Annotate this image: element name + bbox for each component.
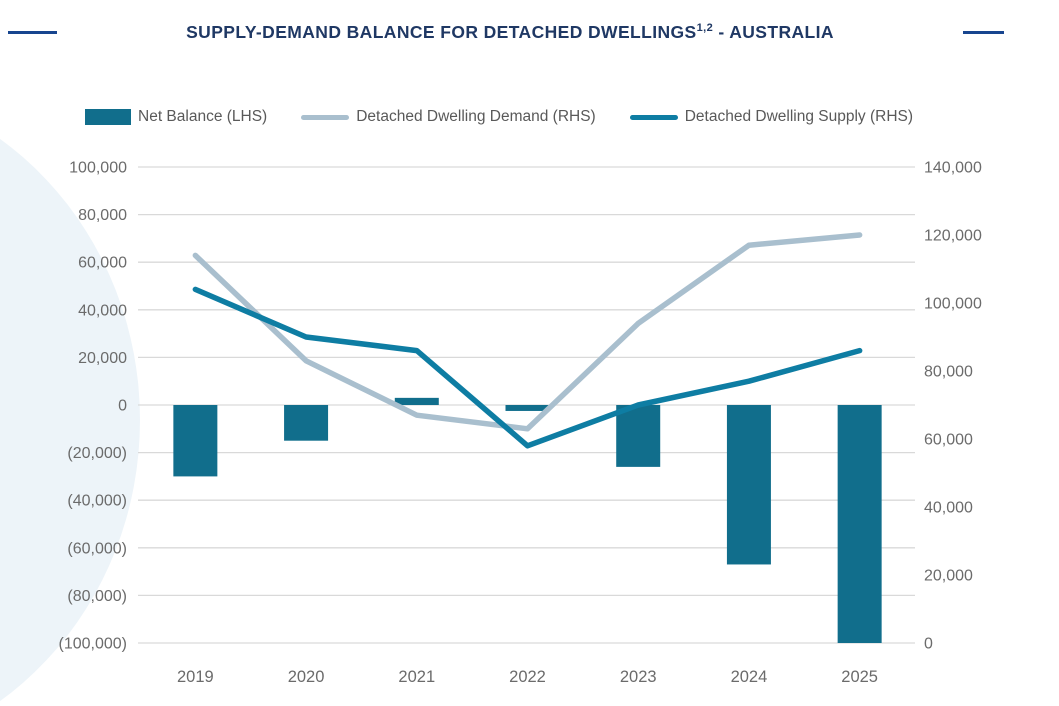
chart-header: SUPPLY-DEMAND BALANCE FOR DETACHED DWELL… (0, 18, 1059, 46)
x-axis-label-2021: 2021 (398, 668, 435, 686)
chart-title-text: SUPPLY-DEMAND BALANCE FOR DETACHED DWELL… (186, 21, 697, 42)
bar-2022 (505, 405, 550, 411)
right-axis-tick-label: 140,000 (924, 160, 982, 177)
line-demand (192, 232, 863, 432)
legend-swatch-line (301, 114, 350, 120)
left-axis-tick-label: 100,000 (69, 160, 127, 177)
right-axis-tick-label: 100,000 (924, 296, 982, 313)
legend-swatch-line (629, 114, 678, 120)
left-axis-tick-label: (100,000) (59, 636, 128, 653)
chart-legend: Net Balance (LHS) Detached Dwelling Deman… (85, 108, 913, 126)
right-axis-tick-label: 0 (924, 636, 933, 653)
left-axis-tick-label: (40,000) (67, 493, 127, 510)
right-axis-tick-label: 40,000 (924, 500, 973, 517)
title-rule-right (963, 30, 1004, 34)
bar-2021 (394, 397, 439, 405)
legend-label: Detached Dwelling Demand (RHS) (356, 108, 596, 125)
right-axis-tick-label: 60,000 (924, 432, 973, 449)
right-axis-tick-label: 120,000 (924, 228, 982, 245)
bar-2023 (616, 405, 661, 467)
x-axis-label-2022: 2022 (509, 668, 546, 686)
left-axis-tick-label: 80,000 (78, 207, 127, 224)
legend-item-1: Net Balance (LHS) (85, 108, 267, 126)
x-axis-label-2023: 2023 (620, 668, 657, 686)
title-rule-left (8, 30, 57, 34)
legend-item-2: Detached Dwelling Demand (RHS) (301, 108, 596, 126)
left-axis-tick-label: (80,000) (67, 588, 127, 605)
bar-2024 (726, 405, 771, 565)
bar-2025 (837, 405, 882, 643)
left-axis-tick-label: 20,000 (78, 350, 127, 367)
left-axis-tick-label: 40,000 (78, 302, 127, 319)
x-axis-label-2020: 2020 (288, 668, 325, 686)
chart-title-suffix: - AUSTRALIA (713, 21, 834, 42)
chart-title: SUPPLY-DEMAND BALANCE FOR DETACHED DWELL… (57, 22, 963, 43)
x-axis-label-2024: 2024 (731, 668, 768, 686)
left-axis-tick-label: (60,000) (67, 540, 127, 557)
x-axis-label-2025: 2025 (841, 668, 878, 686)
left-axis-tick-label: 60,000 (78, 255, 127, 272)
right-axis-tick-label: 20,000 (924, 568, 973, 585)
legend-label: Detached Dwelling Supply (RHS) (684, 108, 914, 125)
right-axis-tick-label: 80,000 (924, 364, 973, 381)
left-axis-tick-label: (20,000) (67, 445, 127, 462)
legend-item-3: Detached Dwelling Supply (RHS) (629, 108, 914, 126)
chart-title-footnote-marker: 1,2 (696, 21, 714, 34)
legend-swatch-bar (85, 109, 131, 125)
legend-label: Net Balance (LHS) (138, 108, 268, 125)
line-supply (192, 286, 863, 449)
x-axis-label-2019: 2019 (177, 668, 214, 686)
bar-2020 (284, 405, 329, 441)
left-axis-tick-label: 0 (118, 398, 127, 415)
bar-2019 (173, 405, 218, 477)
